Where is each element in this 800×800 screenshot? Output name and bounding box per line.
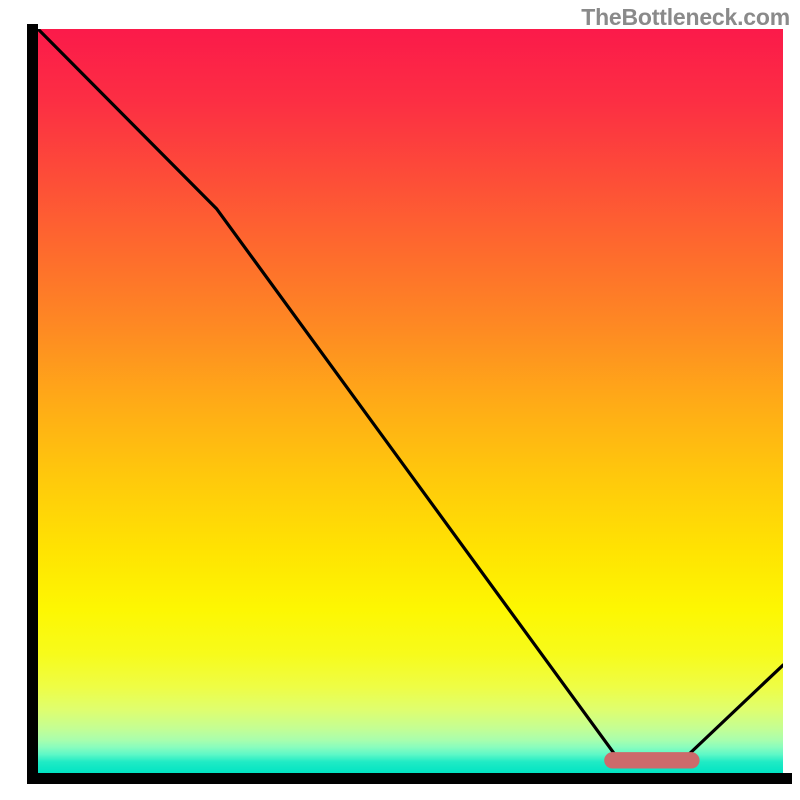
y-axis bbox=[27, 24, 38, 784]
optimal-marker bbox=[38, 29, 783, 773]
watermark-text: TheBottleneck.com bbox=[581, 4, 790, 31]
optimal-marker-rect bbox=[604, 752, 699, 768]
chart-root: TheBottleneck.com bbox=[0, 0, 800, 800]
x-axis bbox=[27, 773, 792, 784]
plot-area bbox=[38, 29, 783, 773]
